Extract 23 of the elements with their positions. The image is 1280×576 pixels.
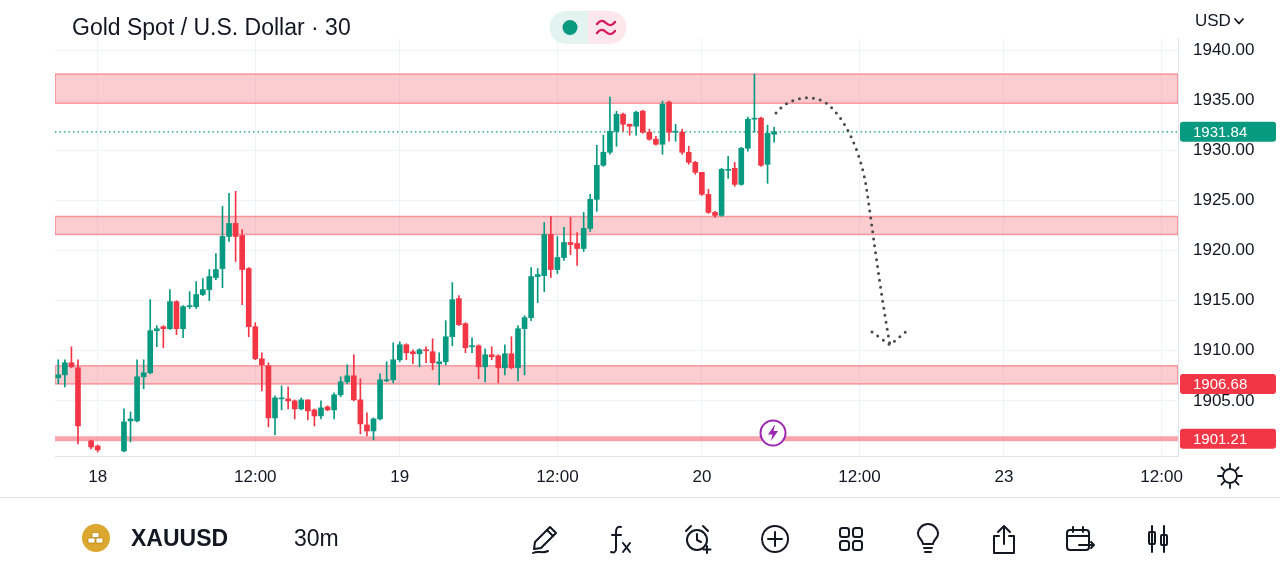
ref-line-label: 1931.84 xyxy=(1193,122,1248,140)
y-axis-title: USD xyxy=(1195,11,1231,31)
band-label: 1906.68 xyxy=(1193,375,1248,393)
chart-title: Gold Spot / U.S. Dollar · 30 xyxy=(72,14,351,41)
x-tick-label: 18 xyxy=(88,466,108,486)
x-tick-label: 12:00 xyxy=(234,466,277,486)
y-tick-label: 1910.00 xyxy=(1193,340,1255,360)
x-tick-label: 20 xyxy=(692,466,712,486)
text: XAUUSD xyxy=(131,524,229,552)
x-tick-label: 23 xyxy=(994,466,1014,486)
ref-line-label: 1901.21 xyxy=(1193,430,1248,447)
x-tick-label: 12:00 xyxy=(838,466,881,486)
y-tick-label: 1930.00 xyxy=(1193,139,1255,159)
y-tick-label: 1940.00 xyxy=(1193,39,1255,59)
x-tick-label: 12:00 xyxy=(1140,466,1183,486)
y-tick-label: 1905.00 xyxy=(1193,390,1255,410)
y-tick-label: 1925.00 xyxy=(1193,190,1255,210)
y-tick-label: 1920.00 xyxy=(1193,240,1255,260)
text: 30m xyxy=(294,524,339,552)
x-tick-label: 12:00 xyxy=(536,466,579,486)
y-tick-label: 1935.00 xyxy=(1193,89,1255,109)
x-tick-label: 19 xyxy=(390,466,410,486)
y-tick-label: 1915.00 xyxy=(1193,290,1255,310)
